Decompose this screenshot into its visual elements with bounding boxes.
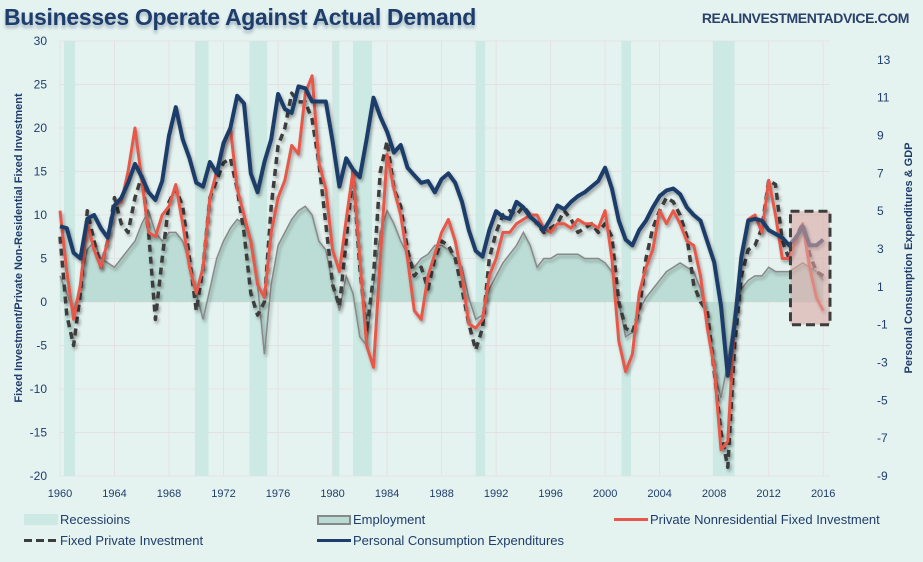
series-lines	[58, 74, 825, 470]
legend-swatch-employment	[317, 514, 351, 525]
y2-tick-label: 13	[877, 53, 891, 67]
x-tick-label: 2012	[756, 488, 780, 500]
legend-label-employment: Employment	[353, 512, 426, 527]
x-tick-label: 2008	[702, 488, 726, 500]
legend-swatch-fpi	[24, 539, 58, 542]
series-line-personal-consumption-expenditures	[59, 84, 825, 378]
recession-band	[621, 41, 632, 476]
y2-tick-label: 3	[877, 242, 884, 256]
legend-label-pce: Personal Consumption Expenditures	[353, 533, 565, 548]
x-tick-label: 1968	[157, 488, 181, 500]
y-tick-label: -15	[30, 426, 48, 440]
legend-fpi: Fixed Private Investment	[24, 533, 203, 548]
y-tick-label: 10	[34, 208, 48, 222]
series-line-private-nonresidential-fixed-investment	[58, 74, 825, 452]
y2-tick-label: -1	[877, 318, 888, 332]
recession-band	[194, 41, 209, 476]
x-tick-label: 1988	[429, 488, 453, 500]
site-watermark: REALINVESTMENTADVICE.COM	[701, 10, 910, 26]
y2-axis-label: Personal Consumption Expenditures & GDP	[903, 142, 915, 373]
legend-pnfi: Private Nonresidential Fixed Investment	[614, 512, 880, 527]
legend-employment: Employment	[317, 512, 425, 527]
y2-tick-label: -7	[877, 431, 888, 445]
y-tick-label: 30	[34, 34, 48, 48]
y-tick-label: -5	[36, 339, 47, 353]
legend-label-fpi: Fixed Private Investment	[60, 533, 204, 548]
x-tick-label: 2016	[811, 488, 835, 500]
x-tick-label: 1964	[102, 488, 126, 500]
y-tick-label: 0	[40, 295, 47, 309]
x-tick-label: 1976	[266, 488, 290, 500]
legend-swatch-pnfi	[614, 518, 648, 521]
y-tick-label: -20	[30, 469, 48, 483]
x-tick-label: 1960	[48, 488, 72, 500]
x-tick-label: 1996	[538, 488, 562, 500]
recession-bands	[64, 41, 735, 476]
y2-tick-label: -9	[877, 469, 888, 483]
y2-tick-label: -5	[877, 393, 888, 407]
y2-tick-label: 9	[877, 129, 884, 143]
recession-band	[353, 41, 373, 476]
chart-title: Businesses Operate Against Actual Demand	[4, 4, 476, 30]
recession-band	[64, 41, 75, 476]
x-tick-label: 1972	[211, 488, 235, 500]
x-tick-label: 1984	[375, 488, 399, 500]
highlight-box	[788, 209, 832, 327]
x-tick-label: 1980	[320, 488, 344, 500]
y2-tick-label: 11	[877, 91, 890, 105]
legend-swatch-pce	[317, 539, 351, 542]
recession-band	[712, 41, 735, 476]
legend-label-pnfi: Private Nonresidential Fixed Investment	[650, 512, 880, 527]
x-tick-label: 2004	[647, 488, 671, 500]
y-tick-label: 5	[40, 252, 47, 266]
x-tick-label: 1992	[484, 488, 508, 500]
y2-tick-label: 7	[877, 166, 884, 180]
y-tick-label: 15	[34, 165, 48, 179]
legend-pce: Personal Consumption Expenditures	[317, 533, 564, 548]
y-tick-label: 25	[34, 78, 48, 92]
y-axis-label: Fixed Investment/Private Non-Residential…	[13, 93, 25, 403]
y-tick-label: -10	[30, 382, 48, 396]
legend-recessions: Recessioins	[24, 512, 130, 527]
y-tick-label: 20	[34, 121, 48, 135]
x-tick-label: 2000	[593, 488, 617, 500]
y2-tick-label: -3	[877, 356, 888, 370]
y2-tick-label: 5	[877, 204, 884, 218]
recession-band	[475, 41, 486, 476]
recession-band	[249, 41, 268, 476]
axes: 30 25 20 15 10 5 0 -5 -10 -15 -20 13 11 9 7 5 3 1 -1 -3 -5 -7…	[30, 34, 891, 500]
series-line-fixed-private-investment	[58, 91, 825, 470]
legend-label-recessions: Recessioins	[60, 512, 131, 527]
y2-tick-label: 1	[877, 280, 884, 294]
legend-swatch-recessions	[24, 514, 58, 525]
